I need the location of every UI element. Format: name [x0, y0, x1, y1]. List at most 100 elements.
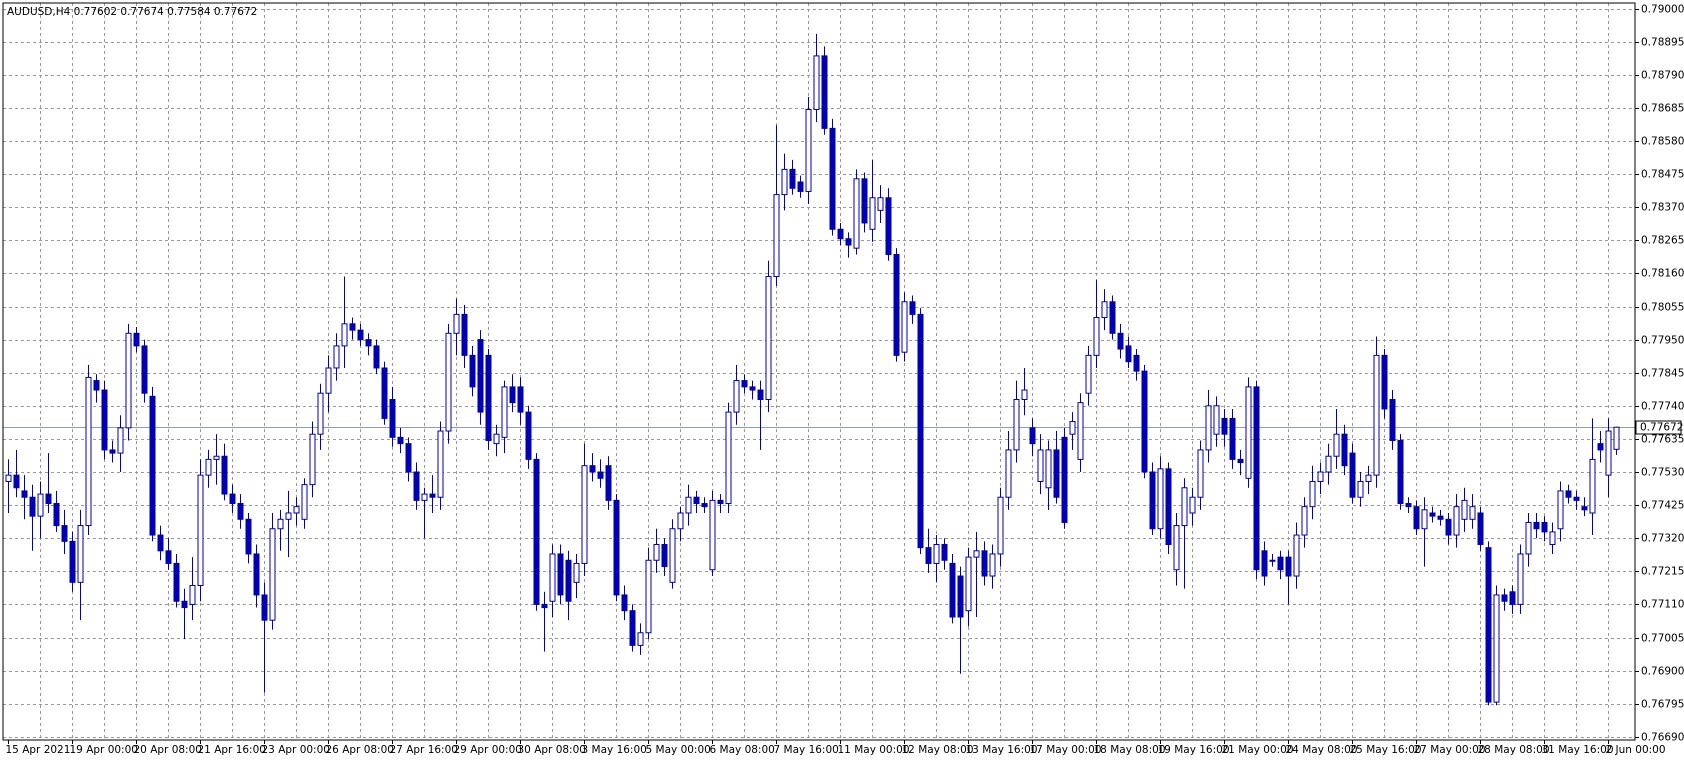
candle-body-up — [765, 276, 772, 400]
y-tick-label: 0.77635 — [1641, 434, 1684, 446]
candle-body-up — [85, 376, 92, 527]
candle-body-down — [181, 600, 188, 609]
candle-body-up — [997, 496, 1004, 555]
candle-body-up — [1525, 521, 1532, 555]
candle-body-down — [261, 594, 268, 621]
candle-body-down — [461, 313, 468, 356]
candle-body-down — [925, 547, 932, 564]
candle-body-up — [421, 493, 428, 501]
candle-body-up — [1189, 496, 1196, 514]
candle-body-up — [1157, 468, 1164, 530]
candle-body-down — [1109, 301, 1116, 334]
candle-body-down — [557, 553, 564, 596]
candle-body-down — [1381, 354, 1388, 410]
candle-body-up — [653, 544, 660, 561]
candle-body-down — [405, 443, 412, 473]
candle-body-up — [1605, 430, 1612, 476]
candle-body-down — [1597, 443, 1604, 451]
x-tick-label: 27 May 00:00 — [1414, 744, 1486, 756]
candle-body-up — [1077, 402, 1084, 460]
candle-body-up — [437, 430, 444, 498]
candle-body-down — [429, 493, 436, 498]
candle-body-down — [253, 553, 260, 596]
candle-body-up — [493, 433, 500, 445]
y-tick-label: 0.77425 — [1641, 500, 1684, 512]
plot-frame — [2, 2, 1636, 741]
candle-body-down — [1237, 458, 1244, 464]
y-tick-label: 0.78160 — [1641, 268, 1684, 280]
candle-body-down — [1253, 386, 1260, 571]
candle-body-up — [1317, 471, 1324, 482]
candle-body-up — [573, 562, 580, 583]
x-tick-label: 26 Apr 08:00 — [326, 744, 394, 756]
candle-body-up — [1461, 499, 1468, 520]
x-tick-label: 25 May 16:00 — [1350, 744, 1422, 756]
candle-body-up — [1373, 354, 1380, 476]
candle-body-down — [589, 465, 596, 473]
candle-body-up — [1197, 449, 1204, 498]
candle-body-up — [1269, 559, 1276, 562]
candle-body-up — [1205, 405, 1212, 451]
candle-body-down — [1501, 594, 1508, 602]
candle-body-up — [333, 345, 340, 369]
candle-body-down — [1053, 449, 1060, 498]
y-tick-label: 0.77320 — [1641, 533, 1684, 545]
candle-body-up — [1101, 301, 1108, 319]
candle-body-up — [293, 506, 300, 514]
candle-body-up — [1037, 449, 1044, 482]
candle-body-down — [485, 354, 492, 441]
candle-body-down — [221, 455, 228, 495]
candle-body-down — [1485, 547, 1492, 703]
candle-body-down — [53, 503, 60, 527]
candle-body-up — [877, 197, 884, 211]
candle-body-down — [29, 496, 36, 517]
candle-body-up — [1517, 553, 1524, 605]
candle-body-down — [373, 345, 380, 369]
candle-body-down — [1229, 417, 1236, 460]
candle-body-down — [525, 411, 532, 460]
candle-body-up — [901, 301, 908, 353]
x-tick-label: 12 May 08:00 — [902, 744, 974, 756]
candle-body-down — [613, 499, 620, 596]
candle-body-down — [165, 550, 172, 564]
x-tick-label: 13 May 16:00 — [966, 744, 1038, 756]
candle-body-up — [709, 499, 716, 571]
candle-body-up — [277, 518, 284, 530]
candle-body-down — [949, 562, 956, 618]
candle-body-down — [917, 313, 924, 549]
candle-body-up — [813, 55, 820, 110]
candle-body-down — [1029, 427, 1036, 445]
candle-body-down — [13, 474, 20, 489]
candle-body-up — [445, 332, 452, 432]
candle-body-up — [965, 556, 972, 612]
candle-body-down — [605, 465, 612, 501]
candle-body-down — [541, 603, 548, 609]
candle-body-down — [629, 610, 636, 646]
candle-body-down — [957, 575, 964, 618]
x-tick-label: 30 Apr 08:00 — [518, 744, 586, 756]
candle-body-down — [893, 253, 900, 356]
candle-body-down — [829, 127, 836, 230]
x-tick-label: 15 Apr 2021 — [6, 744, 71, 756]
candle-body-up — [1093, 317, 1100, 356]
candle-body-down — [93, 380, 100, 391]
candle-body-up — [773, 194, 780, 278]
y-tick-label: 0.76690 — [1641, 732, 1684, 744]
candle-body-down — [1437, 515, 1444, 520]
candle-body-up — [1357, 480, 1364, 498]
candle-body-down — [797, 181, 804, 192]
candle-body-up — [453, 313, 460, 334]
candle-body-up — [1309, 480, 1316, 508]
candle-body-up — [269, 528, 276, 621]
y-tick-label: 0.78685 — [1641, 103, 1684, 115]
candle-body-up — [1549, 531, 1556, 546]
candle-body-down — [1061, 436, 1068, 523]
grid — [3, 3, 1635, 740]
y-tick-label: 0.78790 — [1641, 70, 1684, 82]
candle-body-up — [117, 427, 124, 454]
x-tick-label: 2 Jun 00:00 — [1606, 744, 1666, 756]
candle-body-down — [597, 471, 604, 479]
candle-body-up — [1301, 506, 1308, 536]
candle-body-down — [1285, 556, 1292, 577]
